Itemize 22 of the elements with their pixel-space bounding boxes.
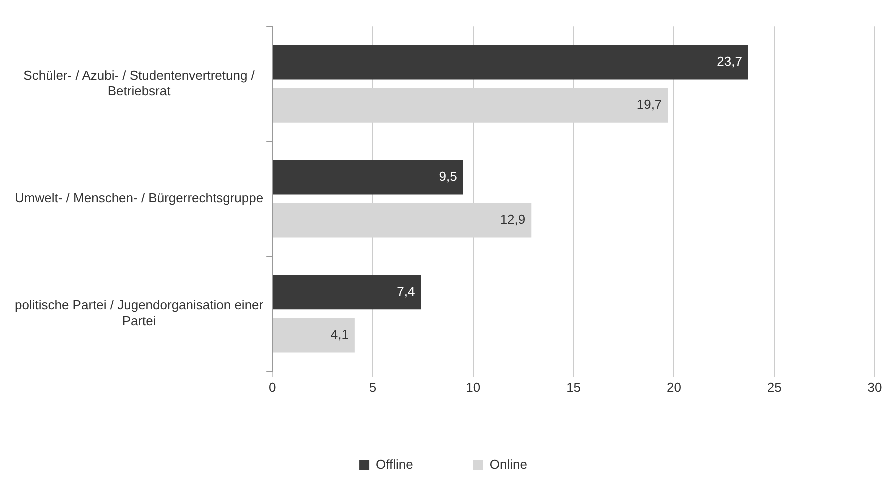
- data-label: 12,9: [500, 212, 526, 228]
- y-tick-label: Schüler- / Azubi- / Studentenvertretung / Betriebsrat: [24, 68, 256, 98]
- legend-label: Online: [490, 457, 528, 472]
- x-tick-label: 20: [666, 380, 682, 395]
- x-tick-label: 15: [566, 380, 582, 395]
- x-tick-label: 10: [466, 380, 481, 395]
- data-label: 23,7: [717, 54, 742, 70]
- bar: [273, 318, 355, 353]
- data-label: 19,7: [636, 97, 662, 112]
- x-tick-label: 5: [369, 380, 377, 395]
- bar: [273, 160, 464, 195]
- x-tick-label: 25: [767, 380, 782, 395]
- y-tick-label: politische Partei / Jugendorganisation einer Partei: [14, 298, 264, 328]
- data-label: 7,4: [397, 284, 416, 299]
- data-label: 9,5: [439, 169, 458, 184]
- bar: [273, 45, 748, 80]
- bar: [273, 275, 422, 310]
- y-tick-label: Umwelt- / Menschen- / Bürgerrechtsgruppe: [15, 190, 264, 206]
- x-tick-label: 0: [268, 380, 276, 395]
- x-tick-label: 30: [868, 380, 882, 395]
- legend-label: Offline: [376, 457, 414, 472]
- data-label: 4,1: [330, 327, 349, 342]
